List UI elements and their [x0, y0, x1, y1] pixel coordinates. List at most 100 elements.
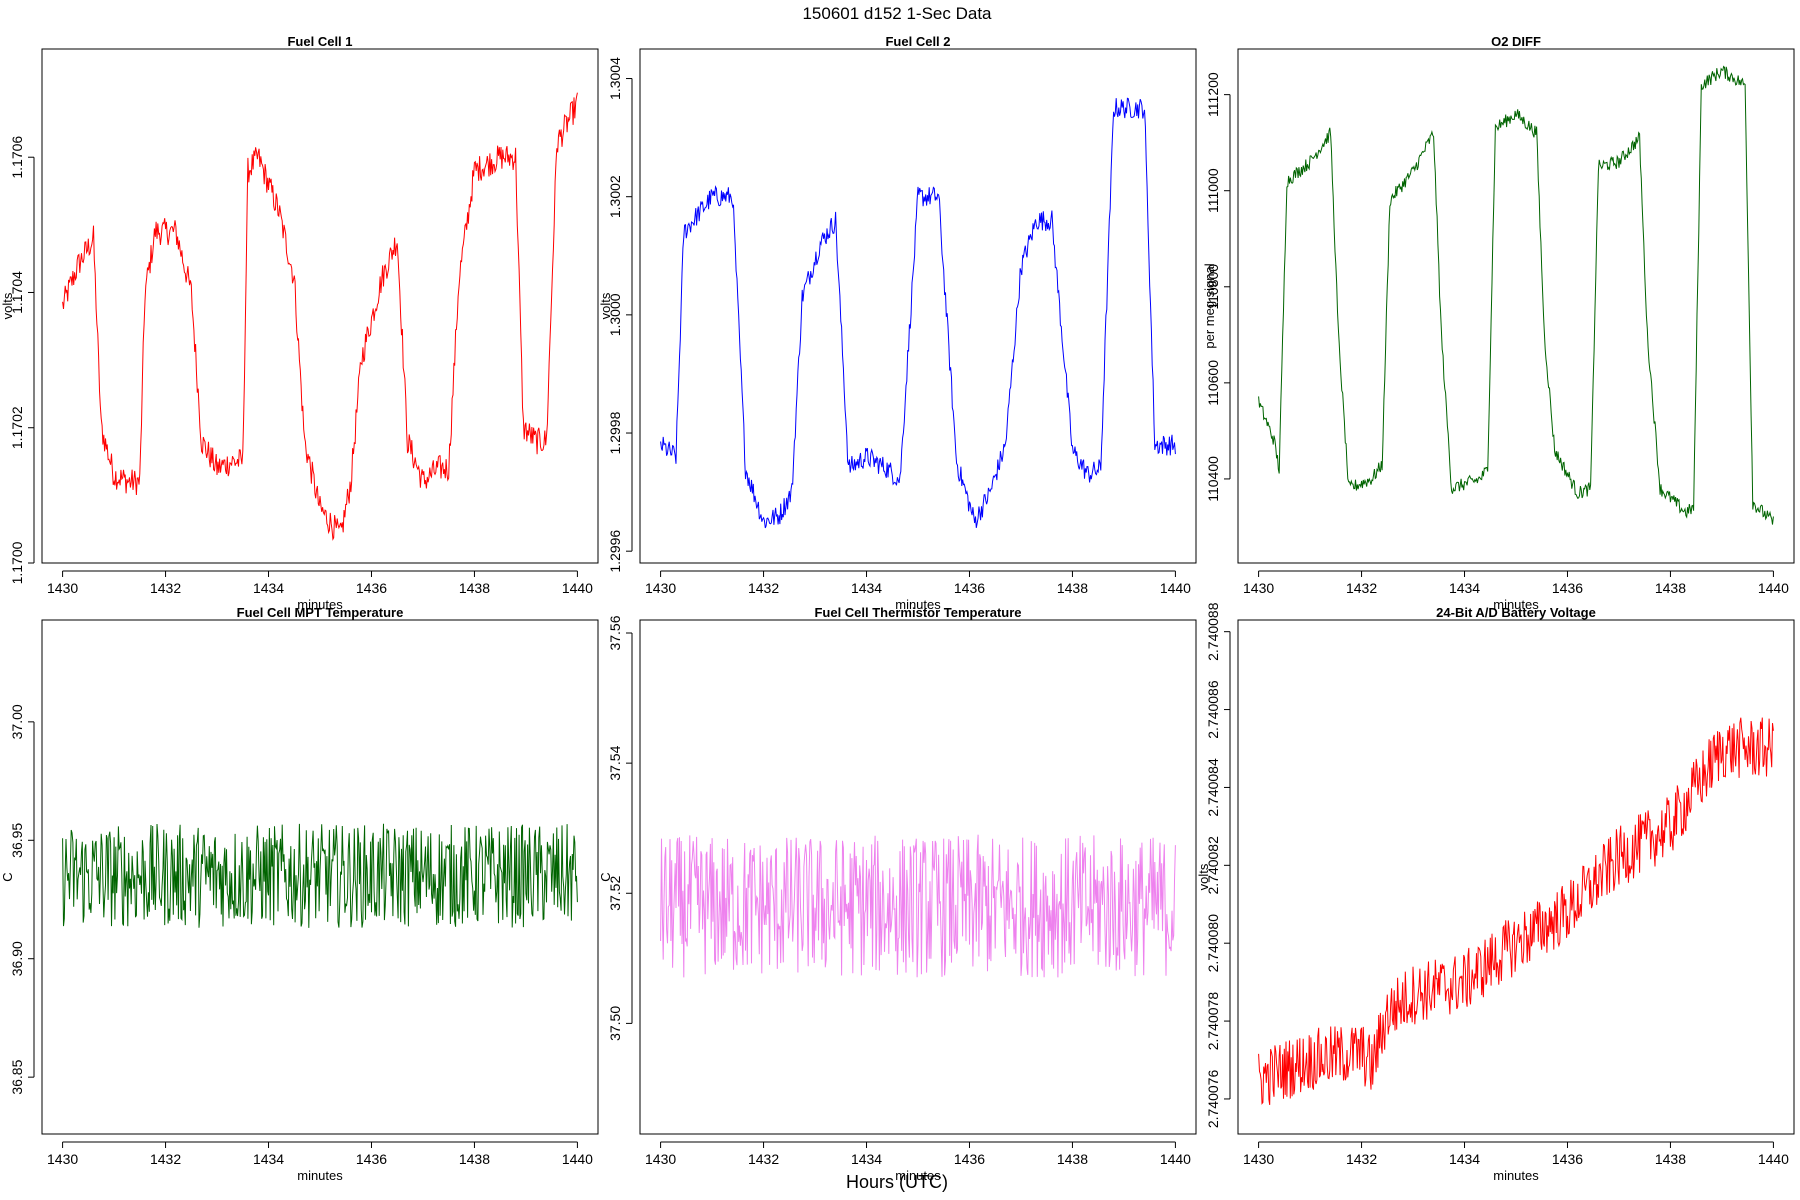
x-tick-label: 1430: [47, 580, 78, 596]
x-tick-label: 1440: [562, 1151, 593, 1167]
y-tick-label: 2.740088: [1205, 602, 1221, 661]
x-axis-label: minutes: [297, 597, 343, 612]
x-tick-label: 1436: [954, 580, 985, 596]
y-tick-label: 110600: [1205, 360, 1221, 406]
x-tick-label: 1436: [1552, 1151, 1583, 1167]
x-tick-label: 1434: [253, 580, 284, 596]
y-tick-label: 110800: [1205, 264, 1221, 310]
x-tick-label: 1432: [1346, 580, 1377, 596]
x-tick-label: 1438: [1057, 580, 1088, 596]
y-tick-label: 2.740086: [1205, 680, 1221, 739]
x-tick-label: 1438: [1655, 1151, 1686, 1167]
panel-grid: Fuel Cell 1 1430 1432 1434 1436 1438 1440 minut…: [0, 34, 1795, 1183]
x-tick-label: 1438: [1057, 1151, 1088, 1167]
chart-panel: Fuel Cell Thermistor Temperature 1430 1432…: [598, 605, 1197, 1183]
y-tick-label: 36.85: [9, 1059, 25, 1094]
y-tick-label: 1.3004: [607, 57, 623, 100]
y-axis-label: volts: [1196, 863, 1211, 890]
y-tick-label: 2.740078: [1205, 992, 1221, 1051]
plot-frame: [41, 48, 599, 564]
chart-title: O2 DIFF: [1491, 34, 1541, 49]
y-axis-label: volts: [0, 292, 15, 319]
series-line: [1258, 65, 1774, 525]
series-line: [660, 97, 1176, 529]
plot-frame: [1237, 48, 1795, 564]
chart-panel: Fuel Cell 2 1430 1432 1434 1436 1438 1440 minut…: [598, 34, 1197, 612]
y-tick-label: 1.1702: [9, 406, 25, 449]
x-tick-label: 1434: [1449, 580, 1480, 596]
chart-title: 24-Bit A/D Battery Voltage: [1436, 605, 1596, 620]
y-axis-label: volts: [598, 292, 613, 319]
y-tick-label: 37.52: [607, 876, 623, 911]
chart-title: Fuel Cell 1: [287, 34, 352, 49]
x-tick-label: 1440: [1758, 1151, 1789, 1167]
y-axis-label: per meg signal: [1202, 263, 1217, 348]
x-tick-label: 1436: [356, 1151, 387, 1167]
x-tick-label: 1438: [459, 1151, 490, 1167]
x-axis-label: minutes: [895, 1168, 941, 1183]
x-tick-label: 1432: [748, 1151, 779, 1167]
x-tick-label: 1434: [851, 580, 882, 596]
x-tick-label: 1432: [1346, 1151, 1377, 1167]
x-tick-label: 1440: [1758, 580, 1789, 596]
y-tick-label: 36.95: [9, 823, 25, 858]
x-tick-label: 1430: [1243, 580, 1274, 596]
series-line: [660, 834, 1176, 978]
x-tick-label: 1436: [954, 1151, 985, 1167]
y-tick-label: 111000: [1205, 168, 1221, 213]
y-axis-label: C: [598, 872, 613, 881]
y-tick-label: 1.3002: [607, 175, 623, 218]
x-tick-label: 1436: [356, 580, 387, 596]
plot-frame: [639, 48, 1197, 564]
y-tick-label: 110400: [1205, 456, 1221, 502]
y-tick-label: 1.1704: [9, 271, 25, 314]
plot-frame: [41, 619, 599, 1135]
x-tick-label: 1432: [150, 1151, 181, 1167]
x-tick-label: 1440: [562, 580, 593, 596]
y-tick-label: 37.00: [9, 704, 25, 739]
series-line: [62, 92, 578, 541]
x-axis-label: minutes: [1493, 1168, 1539, 1183]
chart-panel: 24-Bit A/D Battery Voltage 1430 1432 1434 14…: [1196, 602, 1795, 1183]
y-tick-label: 37.50: [607, 1006, 623, 1041]
x-tick-label: 1430: [47, 1151, 78, 1167]
x-tick-label: 1434: [1449, 1151, 1480, 1167]
x-tick-label: 1432: [150, 580, 181, 596]
y-tick-label: 2.740076: [1205, 1070, 1221, 1129]
y-tick-label: 1.1700: [9, 541, 25, 584]
x-tick-label: 1430: [645, 1151, 676, 1167]
x-tick-label: 1438: [459, 580, 490, 596]
y-tick-label: 36.90: [9, 941, 25, 976]
y-axis-label: C: [0, 872, 15, 881]
chart-title: Fuel Cell Thermistor Temperature: [814, 605, 1021, 620]
y-tick-label: 111200: [1205, 72, 1221, 117]
x-tick-label: 1432: [748, 580, 779, 596]
x-tick-label: 1436: [1552, 580, 1583, 596]
y-tick-label: 37.54: [607, 745, 623, 780]
chart-panel: O2 DIFF 1430 1432 1434 1436 1438 1440 minutes 11…: [1202, 34, 1795, 612]
x-tick-label: 1434: [253, 1151, 284, 1167]
x-tick-label: 1434: [851, 1151, 882, 1167]
chart-title: Fuel Cell MPT Temperature: [237, 605, 404, 620]
x-axis-label: minutes: [1493, 597, 1539, 612]
y-tick-label: 1.3000: [607, 293, 623, 336]
x-tick-label: 1440: [1160, 580, 1191, 596]
plot-frame: [1237, 619, 1795, 1135]
y-tick-label: 2.740080: [1205, 914, 1221, 973]
y-tick-label: 1.2996: [607, 530, 623, 573]
y-tick-label: 37.56: [607, 615, 623, 650]
chart-panel: Fuel Cell MPT Temperature 1430 1432 1434 143…: [0, 605, 599, 1183]
x-tick-label: 1438: [1655, 580, 1686, 596]
x-tick-label: 1440: [1160, 1151, 1191, 1167]
footer-label: Hours (UTC): [846, 1172, 948, 1192]
x-axis-label: minutes: [895, 597, 941, 612]
chart-title: Fuel Cell 2: [885, 34, 950, 49]
y-tick-label: 1.2998: [607, 411, 623, 454]
plot-frame: [639, 619, 1197, 1135]
x-tick-label: 1430: [645, 580, 676, 596]
x-tick-label: 1430: [1243, 1151, 1274, 1167]
y-tick-label: 2.740082: [1205, 836, 1221, 895]
series-line: [62, 823, 578, 928]
figure-title: 150601 d152 1-Sec Data: [802, 4, 992, 23]
